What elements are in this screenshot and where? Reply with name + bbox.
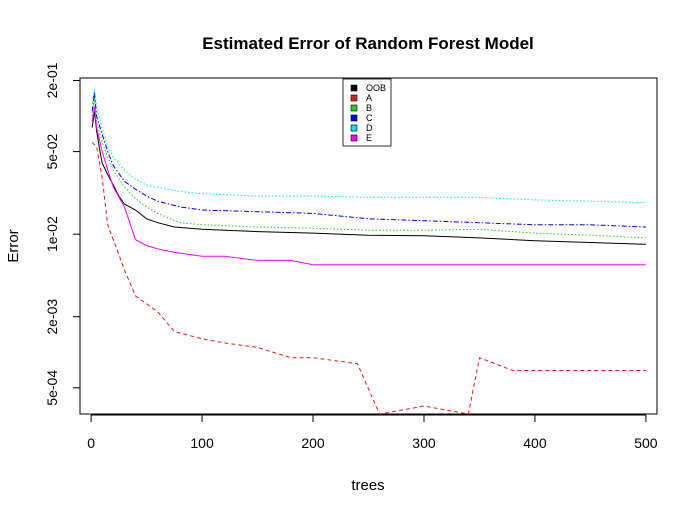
- y-tick-label: 2e-03: [44, 299, 60, 335]
- legend-label-a: A: [366, 93, 372, 103]
- series-line-oob: [91, 111, 646, 245]
- series-line-e: [91, 106, 646, 266]
- legend-swatch-d: [350, 124, 358, 132]
- legend-swatch-e: [350, 134, 358, 142]
- series-line-d: [91, 88, 646, 204]
- legend-label-c: C: [366, 113, 373, 123]
- x-tick-label: 300: [412, 435, 436, 451]
- x-tick-label: 0: [87, 435, 95, 451]
- y-tick-label: 2e-01: [44, 62, 60, 98]
- y-axis-label: Error: [5, 229, 22, 262]
- x-tick-label: 200: [301, 435, 325, 451]
- legend-swatch-a: [350, 94, 358, 102]
- x-tick-label: 400: [523, 435, 547, 451]
- legend-swatch-c: [350, 114, 358, 122]
- legend-swatch-b: [350, 104, 358, 112]
- series-line-a: [91, 141, 646, 415]
- x-tick-label: 100: [190, 435, 214, 451]
- y-axis: 5e-04 2e-03 1e-02 5e-02 2e-01: [44, 62, 81, 406]
- legend-label-d: D: [366, 123, 373, 133]
- y-tick-label: 5e-04: [44, 370, 60, 406]
- series-layer: [91, 88, 646, 415]
- x-tick-label: 500: [634, 435, 658, 451]
- chart-title: Estimated Error of Random Forest Model: [202, 34, 534, 53]
- x-axis: 0 100 200 300 400 500: [87, 414, 658, 451]
- x-axis-label: trees: [351, 477, 384, 494]
- series-line-c: [91, 91, 646, 228]
- y-tick-label: 5e-02: [44, 133, 60, 169]
- legend-label-oob: OOB: [366, 83, 386, 93]
- legend-label-e: E: [366, 133, 372, 143]
- legend-swatch-oob: [350, 84, 358, 92]
- legend-label-b: B: [366, 103, 372, 113]
- series-line-b: [91, 98, 646, 239]
- y-tick-label: 1e-02: [44, 216, 60, 252]
